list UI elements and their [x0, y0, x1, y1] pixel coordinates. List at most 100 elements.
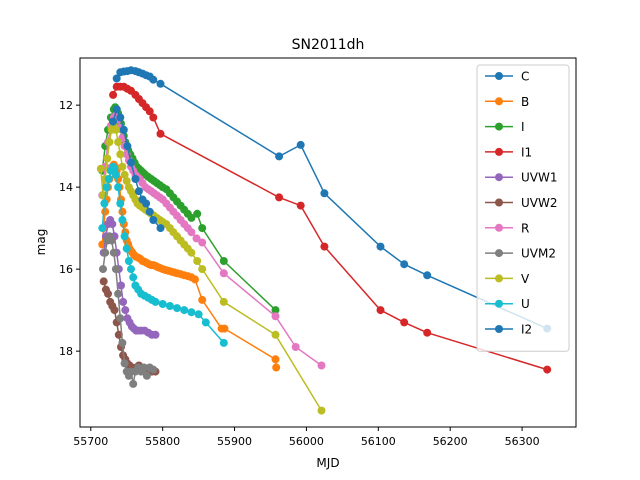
data-point	[173, 304, 181, 313]
data-point	[120, 232, 129, 241]
data-point	[99, 277, 108, 286]
legend-item: I1	[485, 145, 532, 159]
data-point	[198, 238, 207, 247]
data-point	[124, 257, 133, 265]
data-point	[149, 75, 158, 84]
data-point	[112, 105, 121, 114]
data-point	[119, 297, 128, 306]
legend-marker	[495, 198, 503, 207]
data-point	[101, 207, 110, 216]
data-point	[112, 74, 121, 83]
series-i2	[109, 105, 165, 233]
legend-label: UVM2	[521, 247, 556, 261]
data-point	[123, 142, 132, 151]
legend-marker	[495, 299, 503, 308]
legend-item: B	[485, 95, 529, 109]
legend: CBI I1 UVW1 UVW2 R UVM2 VU I2	[476, 64, 570, 352]
data-point	[198, 265, 207, 274]
data-point	[219, 338, 228, 347]
data-point	[103, 154, 112, 163]
data-point	[107, 236, 116, 245]
legend-marker	[495, 147, 503, 156]
data-point	[116, 113, 125, 122]
data-point	[149, 365, 158, 374]
data-point	[120, 170, 129, 179]
data-point	[149, 216, 158, 224]
data-point	[423, 271, 432, 280]
data-point	[376, 242, 385, 251]
legend-item: I2	[485, 323, 532, 337]
series-c	[112, 66, 552, 333]
data-point	[109, 117, 118, 126]
data-point	[156, 224, 165, 233]
x-axis: 55700 55800 55900 56000 56100 56200 56300	[73, 427, 540, 448]
data-point	[320, 189, 329, 198]
data-point	[219, 269, 228, 278]
data-point	[198, 295, 207, 304]
data-point	[111, 170, 120, 179]
data-point	[193, 209, 202, 218]
data-point	[114, 289, 123, 298]
data-point	[129, 273, 138, 282]
legend-item: I	[485, 120, 525, 134]
y-axis-label: mag	[34, 229, 48, 256]
y-tick-label: 18	[59, 345, 73, 358]
legend-marker	[495, 97, 503, 106]
legend-label: I1	[521, 145, 532, 159]
data-point	[320, 242, 329, 251]
data-point	[122, 177, 131, 185]
data-point	[271, 355, 280, 364]
data-point	[104, 289, 112, 298]
data-point	[271, 312, 280, 321]
legend-label: UVW2	[521, 196, 558, 210]
y-tick-label: 16	[59, 263, 73, 276]
data-point	[120, 359, 129, 368]
data-point	[400, 318, 409, 327]
data-point	[156, 129, 165, 138]
data-point	[108, 220, 117, 229]
data-point	[296, 201, 305, 210]
data-point	[101, 248, 110, 257]
data-point	[109, 248, 118, 257]
data-point	[145, 207, 154, 216]
data-point	[109, 90, 118, 99]
plot-area	[79, 57, 577, 428]
data-point	[114, 183, 123, 192]
plot-frame	[79, 57, 577, 428]
legend-marker	[495, 122, 503, 131]
legend-label: U	[521, 297, 530, 311]
x-tick-label: 56100	[361, 435, 396, 448]
data-point	[118, 338, 127, 347]
data-point	[99, 265, 107, 274]
data-point	[114, 138, 123, 147]
data-point	[275, 152, 284, 161]
x-tick-label: 56300	[505, 435, 540, 448]
legend-item: C	[485, 70, 529, 84]
data-point	[116, 314, 125, 323]
data-point	[142, 371, 151, 380]
data-point	[121, 306, 130, 315]
legend-marker	[495, 274, 503, 283]
legend-label: B	[521, 95, 529, 109]
data-point	[156, 79, 165, 88]
data-point	[291, 343, 300, 351]
data-point	[191, 275, 199, 284]
data-point	[194, 310, 203, 319]
legend-item: UVW2	[485, 196, 558, 210]
data-point	[151, 297, 160, 306]
legend-item: U	[485, 297, 530, 311]
data-point	[220, 324, 229, 333]
legend-item: UVW1	[485, 171, 558, 185]
data-point	[119, 125, 128, 134]
series-layer	[96, 66, 552, 415]
data-point	[219, 297, 228, 306]
y-tick-label: 12	[59, 99, 73, 112]
data-point	[127, 158, 135, 167]
legend-label: R	[521, 221, 529, 235]
x-tick-label: 56200	[433, 435, 468, 448]
data-point	[98, 224, 107, 233]
data-point	[118, 162, 127, 171]
legend-label: V	[521, 272, 530, 286]
legend-label: UVW1	[521, 171, 558, 185]
